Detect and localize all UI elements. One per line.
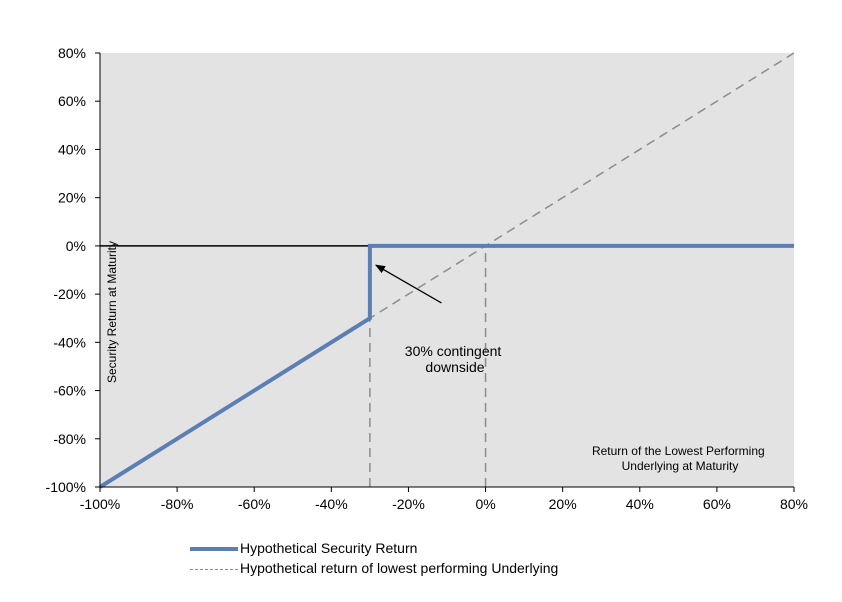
x-axis-title-line-1: Return of the Lowest Performing <box>592 444 765 458</box>
x-axis-title-line-2: Underlying at Maturity <box>622 459 739 473</box>
y-tick-label: -60% <box>53 383 86 399</box>
x-tick-label: 0% <box>475 496 495 512</box>
annotation-text: 30% contingent downside <box>405 343 505 375</box>
x-tick-label: -60% <box>238 496 271 512</box>
y-tick-label: -80% <box>53 431 86 447</box>
x-tick-label: 60% <box>703 496 731 512</box>
x-tick-label: 20% <box>549 496 577 512</box>
x-tick-label: -20% <box>392 496 425 512</box>
legend-label-underlying-return: Hypothetical return of lowest performing… <box>240 560 559 576</box>
series-line-security-return <box>98 243 794 489</box>
x-tick-label: 40% <box>626 496 654 512</box>
y-tick-label: -40% <box>53 334 86 350</box>
y-tick-label: 40% <box>58 141 86 157</box>
y-tick-label: 60% <box>58 93 86 109</box>
annotation-line-1: 30% contingent <box>405 343 502 359</box>
y-tick-label: 0% <box>66 238 86 254</box>
annotation-arrow <box>375 264 442 304</box>
x-tick-label: 80% <box>780 496 808 512</box>
legend-label-security-return: Hypothetical Security Return <box>240 540 418 556</box>
annotation-line-2: downside <box>425 359 484 375</box>
x-axis-title: Return of the Lowest Performing Underlyi… <box>592 444 768 473</box>
y-tick-label: 20% <box>58 190 86 206</box>
x-tick-label: -100% <box>80 496 120 512</box>
y-tick-label: -100% <box>46 479 86 495</box>
x-tick-label: -80% <box>161 496 194 512</box>
legend-swatch-dashed <box>190 569 238 570</box>
legend-swatch-solid <box>190 547 238 551</box>
x-tick-label: -40% <box>315 496 348 512</box>
y-tick-label: 80% <box>58 45 86 61</box>
y-tick-label: -20% <box>53 286 86 302</box>
y-axis-title: Security Return at Maturity <box>105 241 119 383</box>
